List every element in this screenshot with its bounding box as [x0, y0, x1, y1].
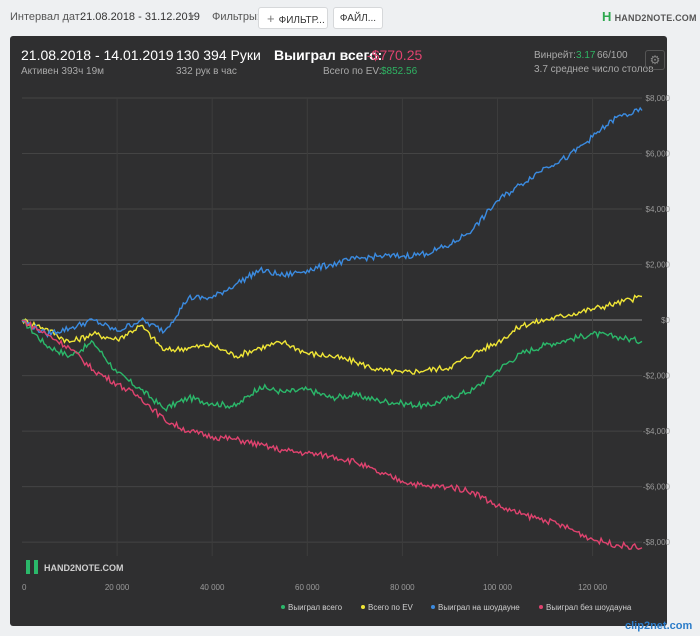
x-tick-label: 0: [22, 583, 27, 592]
interval-select[interactable]: 21.08.2018 - 31.12.2019: [80, 11, 200, 23]
hands-per-hour: 332 рук в час: [176, 66, 237, 77]
y-tick-label: $2,000: [646, 261, 671, 270]
y-tick-label: -$4,000: [643, 427, 671, 436]
plus-icon: +: [267, 11, 275, 26]
avg-tables: 3.7 среднее число столов: [534, 64, 654, 75]
filters-label: Фильтры:: [212, 11, 260, 23]
y-tick-label: $8,000: [646, 94, 671, 103]
y-tick-label: $6,000: [646, 150, 671, 159]
winrate-label: Винрейт:: [534, 50, 576, 61]
gear-icon[interactable]: ⚙: [645, 50, 665, 70]
chart-watermark: HAND2NOTE.COM: [26, 560, 124, 574]
date-range: 21.08.2018 - 14.01.2019: [21, 47, 174, 63]
won-total-value: -$770.25: [367, 47, 423, 63]
x-tick-label: 80 000: [390, 583, 415, 592]
winrate-value: 3.17: [576, 50, 596, 61]
series-line: [21, 294, 643, 376]
chevron-down-icon[interactable]: ▼: [187, 12, 196, 22]
legend-marker: [281, 605, 285, 609]
ev-value: $852.56: [381, 66, 418, 77]
brand-logo: H HAND2NOTE.COM: [602, 9, 697, 24]
active-time: Активен 393ч 19м: [21, 66, 105, 77]
y-tick-label: $0: [661, 316, 670, 325]
add-filter-button[interactable]: + ФИЛЬТР...: [258, 7, 328, 29]
series-line: [21, 318, 643, 413]
legend-label: Всего по EV: [368, 603, 414, 612]
legend-label: Выиграл без шоудауна: [546, 603, 632, 612]
interval-label: Интервал дат:: [10, 11, 83, 23]
watermark-logo-icon: [26, 560, 30, 574]
y-tick-label: -$8,000: [643, 538, 671, 547]
winrate-rest: 66/100: [597, 50, 628, 61]
watermark-text: HAND2NOTE.COM: [44, 563, 124, 573]
legend-marker: [539, 605, 543, 609]
series-line: [21, 319, 643, 550]
file-button[interactable]: ФАЙЛ...: [333, 7, 383, 29]
ev-label: Всего по EV:: [323, 66, 382, 77]
watermark-logo-icon-part: [34, 560, 38, 574]
legend-label: Выиграл всего: [288, 603, 343, 612]
x-tick-label: 120 000: [578, 583, 607, 592]
x-tick-label: 100 000: [483, 583, 512, 592]
add-filter-label: ФИЛЬТР...: [278, 15, 325, 26]
hand2note-logo-icon: H: [602, 9, 612, 24]
clip2net-watermark: clip2net.com: [625, 620, 693, 632]
top-bar: Интервал дат: 21.08.2018 - 31.12.2019 ▼ …: [0, 0, 700, 36]
brand-logo-text: HAND2NOTE.COM: [614, 13, 697, 23]
x-tick-label: 20 000: [105, 583, 130, 592]
legend-marker: [431, 605, 435, 609]
won-total-label: Выиграл всего:: [274, 47, 383, 63]
series-line: [21, 106, 643, 339]
y-tick-label: -$2,000: [643, 372, 671, 381]
x-tick-label: 40 000: [200, 583, 225, 592]
hands-count: 130 394 Руки: [176, 47, 261, 63]
legend-label: Выиграл на шоудауне: [438, 603, 520, 612]
y-tick-label: -$6,000: [643, 483, 671, 492]
legend-marker: [361, 605, 365, 609]
y-tick-label: $4,000: [646, 205, 671, 214]
x-tick-label: 60 000: [295, 583, 320, 592]
